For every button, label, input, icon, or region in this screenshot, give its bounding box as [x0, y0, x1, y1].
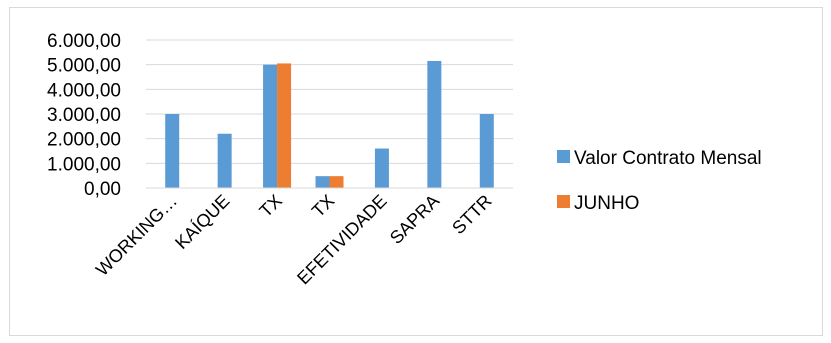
y-tick-label: 4.000,00: [47, 80, 121, 101]
bar: [217, 133, 232, 188]
bar: [374, 148, 389, 188]
y-tick-label: 5.000,00: [47, 56, 121, 77]
y-tick-label: 1.000,00: [47, 154, 121, 175]
y-tick-label: 3.000,00: [47, 105, 121, 126]
y-tick-label: 6.000,00: [47, 31, 121, 52]
x-tick-label: TX: [255, 191, 285, 221]
y-tick-label: 0,00: [84, 179, 121, 200]
bar: [277, 63, 292, 188]
bar: [329, 176, 344, 188]
x-tick-label: EFETIVIDADE: [293, 191, 391, 289]
bar: [263, 64, 278, 188]
bars: [165, 60, 494, 188]
x-tick-label: SAPRA: [386, 191, 443, 248]
x-tick-label: STTR: [448, 191, 495, 238]
legend: Valor Contrato Mensal JUNHO: [557, 148, 762, 214]
legend-label: Valor Contrato Mensal: [574, 148, 762, 169]
bar: [165, 114, 180, 188]
x-tick-label: KAÍQUE: [171, 191, 233, 253]
legend-swatch: [557, 150, 570, 163]
y-axis: 6.000,00 5.000,00 4.000,00 3.000,00 2.000,00…: [47, 31, 121, 200]
bar: [315, 176, 330, 188]
gridlines: [146, 39, 513, 189]
chart-frame: [9, 7, 823, 336]
x-tick-label: TX: [308, 191, 338, 221]
legend-swatch: [557, 195, 570, 208]
legend-label: JUNHO: [574, 193, 639, 214]
bar: [427, 60, 442, 188]
x-tick-label: WORKING…: [92, 191, 181, 280]
bar: [479, 114, 494, 188]
y-tick-label: 2.000,00: [47, 130, 121, 151]
